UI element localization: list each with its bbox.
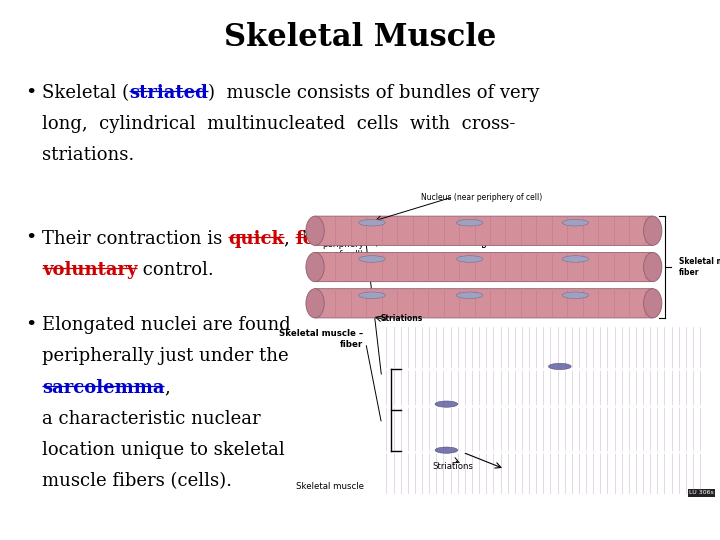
Ellipse shape [306, 289, 324, 318]
Text: Skeletal muscle –
fiber: Skeletal muscle – fiber [279, 329, 364, 349]
Text: Skeletal muscle: Skeletal muscle [296, 482, 364, 491]
Text: Skeletal Muscle: Skeletal Muscle [224, 22, 496, 52]
Text: location unique to skeletal: location unique to skeletal [42, 441, 284, 459]
Ellipse shape [359, 219, 385, 226]
Ellipse shape [306, 252, 324, 282]
Ellipse shape [644, 289, 662, 318]
FancyBboxPatch shape [315, 289, 653, 318]
Text: peripherally just under the: peripherally just under the [42, 347, 289, 365]
Text: voluntary: voluntary [42, 261, 138, 279]
Text: Elongated nuclei are found: Elongated nuclei are found [42, 316, 290, 334]
Ellipse shape [456, 256, 483, 262]
Text: Striations: Striations [380, 314, 423, 323]
Ellipse shape [644, 216, 662, 245]
Text: Skeletal (: Skeletal ( [42, 84, 129, 102]
Ellipse shape [456, 292, 483, 299]
Text: , and usually under: , and usually under [374, 230, 552, 247]
Text: Nucleus (near periphery of cell): Nucleus (near periphery of cell) [421, 193, 542, 202]
Ellipse shape [435, 447, 458, 453]
Text: long,  cylindrical  multinucleated  cells  with  cross-: long, cylindrical multinucleated cells w… [42, 115, 515, 133]
Text: )  muscle consists of bundles of very: ) muscle consists of bundles of very [207, 84, 539, 102]
Text: Their contraction is: Their contraction is [42, 230, 228, 247]
Text: sarcolemma: sarcolemma [42, 379, 164, 396]
Text: quick: quick [228, 230, 284, 247]
Text: •: • [25, 316, 37, 334]
Text: •: • [25, 230, 37, 247]
FancyBboxPatch shape [315, 216, 653, 245]
Text: •: • [25, 84, 37, 102]
Ellipse shape [562, 256, 589, 262]
Text: LU 306s: LU 306s [690, 490, 714, 495]
Text: ,: , [284, 230, 295, 247]
Text: control.: control. [138, 261, 214, 279]
Text: a characteristic nuclear: a characteristic nuclear [42, 410, 261, 428]
Text: muscle fibers (cells).: muscle fibers (cells). [42, 472, 232, 490]
Text: Striations: Striations [432, 462, 473, 471]
Ellipse shape [549, 363, 571, 369]
Ellipse shape [435, 401, 458, 407]
Ellipse shape [456, 219, 483, 226]
Text: ,: , [164, 379, 170, 396]
Text: forceful: forceful [295, 230, 374, 247]
Ellipse shape [644, 252, 662, 282]
Text: Skeletal muscle
fiber: Skeletal muscle fiber [679, 258, 720, 276]
Text: Nucleus (near
periphery
of cell): Nucleus (near periphery of cell) [303, 230, 364, 259]
Ellipse shape [562, 292, 589, 299]
FancyBboxPatch shape [315, 252, 653, 282]
Ellipse shape [306, 216, 324, 245]
Ellipse shape [562, 219, 589, 226]
Ellipse shape [359, 256, 385, 262]
Text: striated: striated [129, 84, 207, 102]
Text: striations.: striations. [42, 146, 134, 164]
Ellipse shape [359, 292, 385, 299]
